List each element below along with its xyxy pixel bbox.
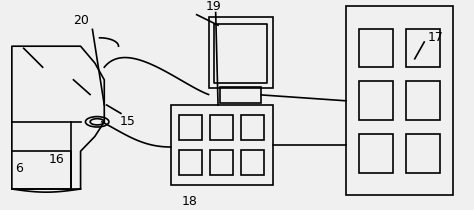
Text: 19: 19 bbox=[205, 0, 221, 13]
Bar bbox=[241, 115, 264, 140]
Bar bbox=[220, 87, 261, 103]
Bar bbox=[179, 115, 202, 140]
Text: 16: 16 bbox=[49, 153, 65, 166]
Bar bbox=[209, 17, 273, 88]
Text: 20: 20 bbox=[73, 14, 89, 28]
Text: 18: 18 bbox=[182, 195, 198, 208]
Bar bbox=[214, 24, 267, 83]
Bar bbox=[171, 105, 273, 185]
Bar bbox=[359, 134, 393, 173]
Bar bbox=[210, 150, 233, 175]
Text: 17: 17 bbox=[428, 31, 444, 44]
Bar bbox=[359, 29, 393, 67]
Bar bbox=[346, 6, 453, 195]
Bar bbox=[210, 115, 233, 140]
Bar bbox=[179, 150, 202, 175]
Text: 6: 6 bbox=[15, 161, 23, 175]
Bar bbox=[359, 81, 393, 120]
Bar bbox=[241, 150, 264, 175]
Bar bbox=[406, 81, 440, 120]
Bar bbox=[406, 29, 440, 67]
Bar bbox=[406, 134, 440, 173]
Text: 15: 15 bbox=[120, 115, 136, 128]
